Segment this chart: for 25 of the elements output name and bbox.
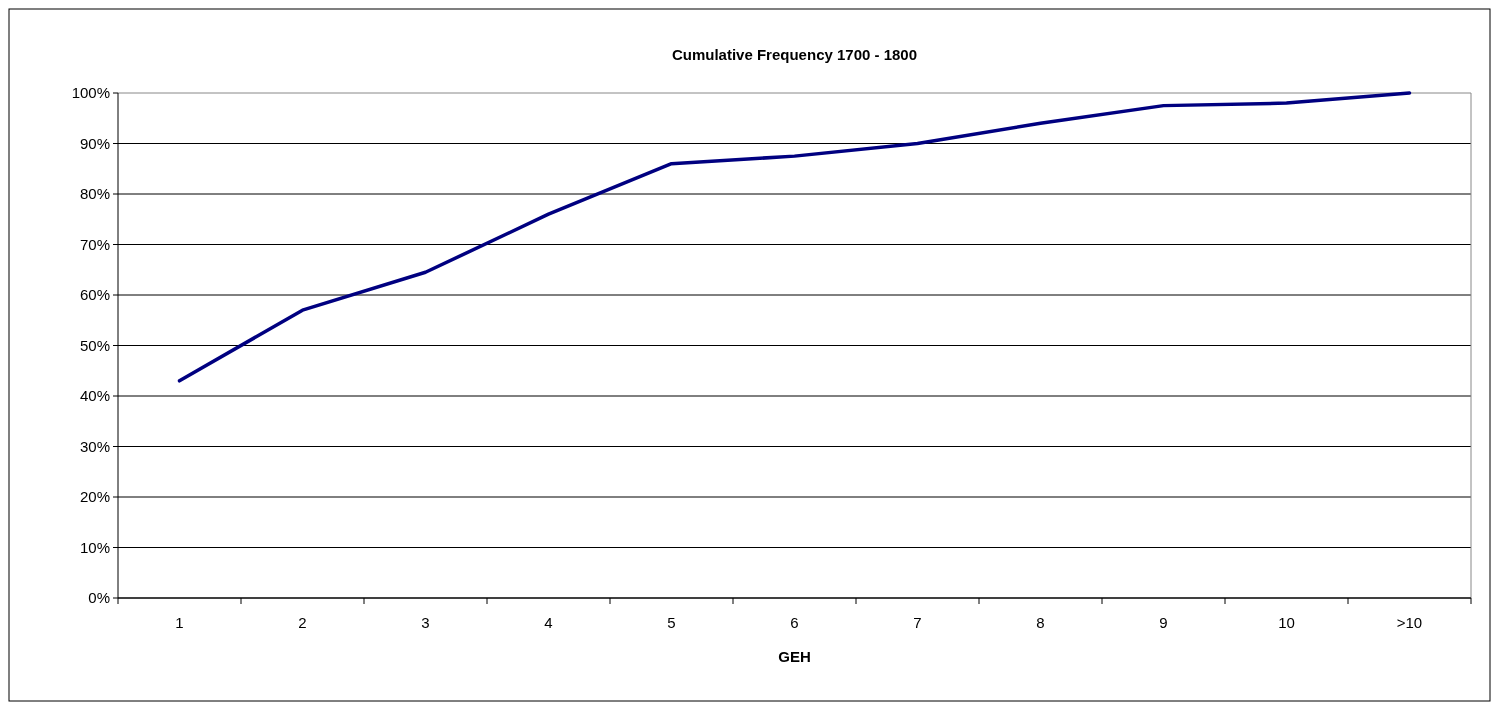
y-tick-label: 50% xyxy=(79,336,110,354)
x-tick-label: 7 xyxy=(913,614,922,631)
y-tick-label: 70% xyxy=(79,235,110,253)
x-tick-label: 4 xyxy=(544,614,553,631)
line-series xyxy=(177,91,1412,383)
x-tick-label: 10 xyxy=(1278,614,1295,631)
y-tick-label: 10% xyxy=(79,538,110,556)
x-tick-label: 8 xyxy=(1036,614,1045,631)
y-tick-label: 60% xyxy=(79,286,110,304)
x-tick-label: 3 xyxy=(421,614,430,631)
x-axis-title: GEH xyxy=(778,648,811,665)
chart-title: Cumulative Frequency 1700 - 1800 xyxy=(671,46,918,63)
y-tick-label: 30% xyxy=(79,437,110,455)
y-tick-label: 90% xyxy=(79,134,110,152)
y-tick-label: 20% xyxy=(79,488,110,506)
x-tick-label: 6 xyxy=(790,614,799,631)
x-tick-label: >10 xyxy=(1396,614,1423,631)
x-tick-label: 2 xyxy=(298,614,307,631)
y-tick-label: 80% xyxy=(79,185,110,203)
x-tick-label: 9 xyxy=(1159,614,1168,631)
y-tick-label: 40% xyxy=(79,387,110,405)
x-tick-label: 5 xyxy=(667,614,676,631)
y-tick-label: 100% xyxy=(71,84,110,102)
x-tick-label: 1 xyxy=(175,614,184,631)
y-tick-label: 0% xyxy=(88,589,110,607)
